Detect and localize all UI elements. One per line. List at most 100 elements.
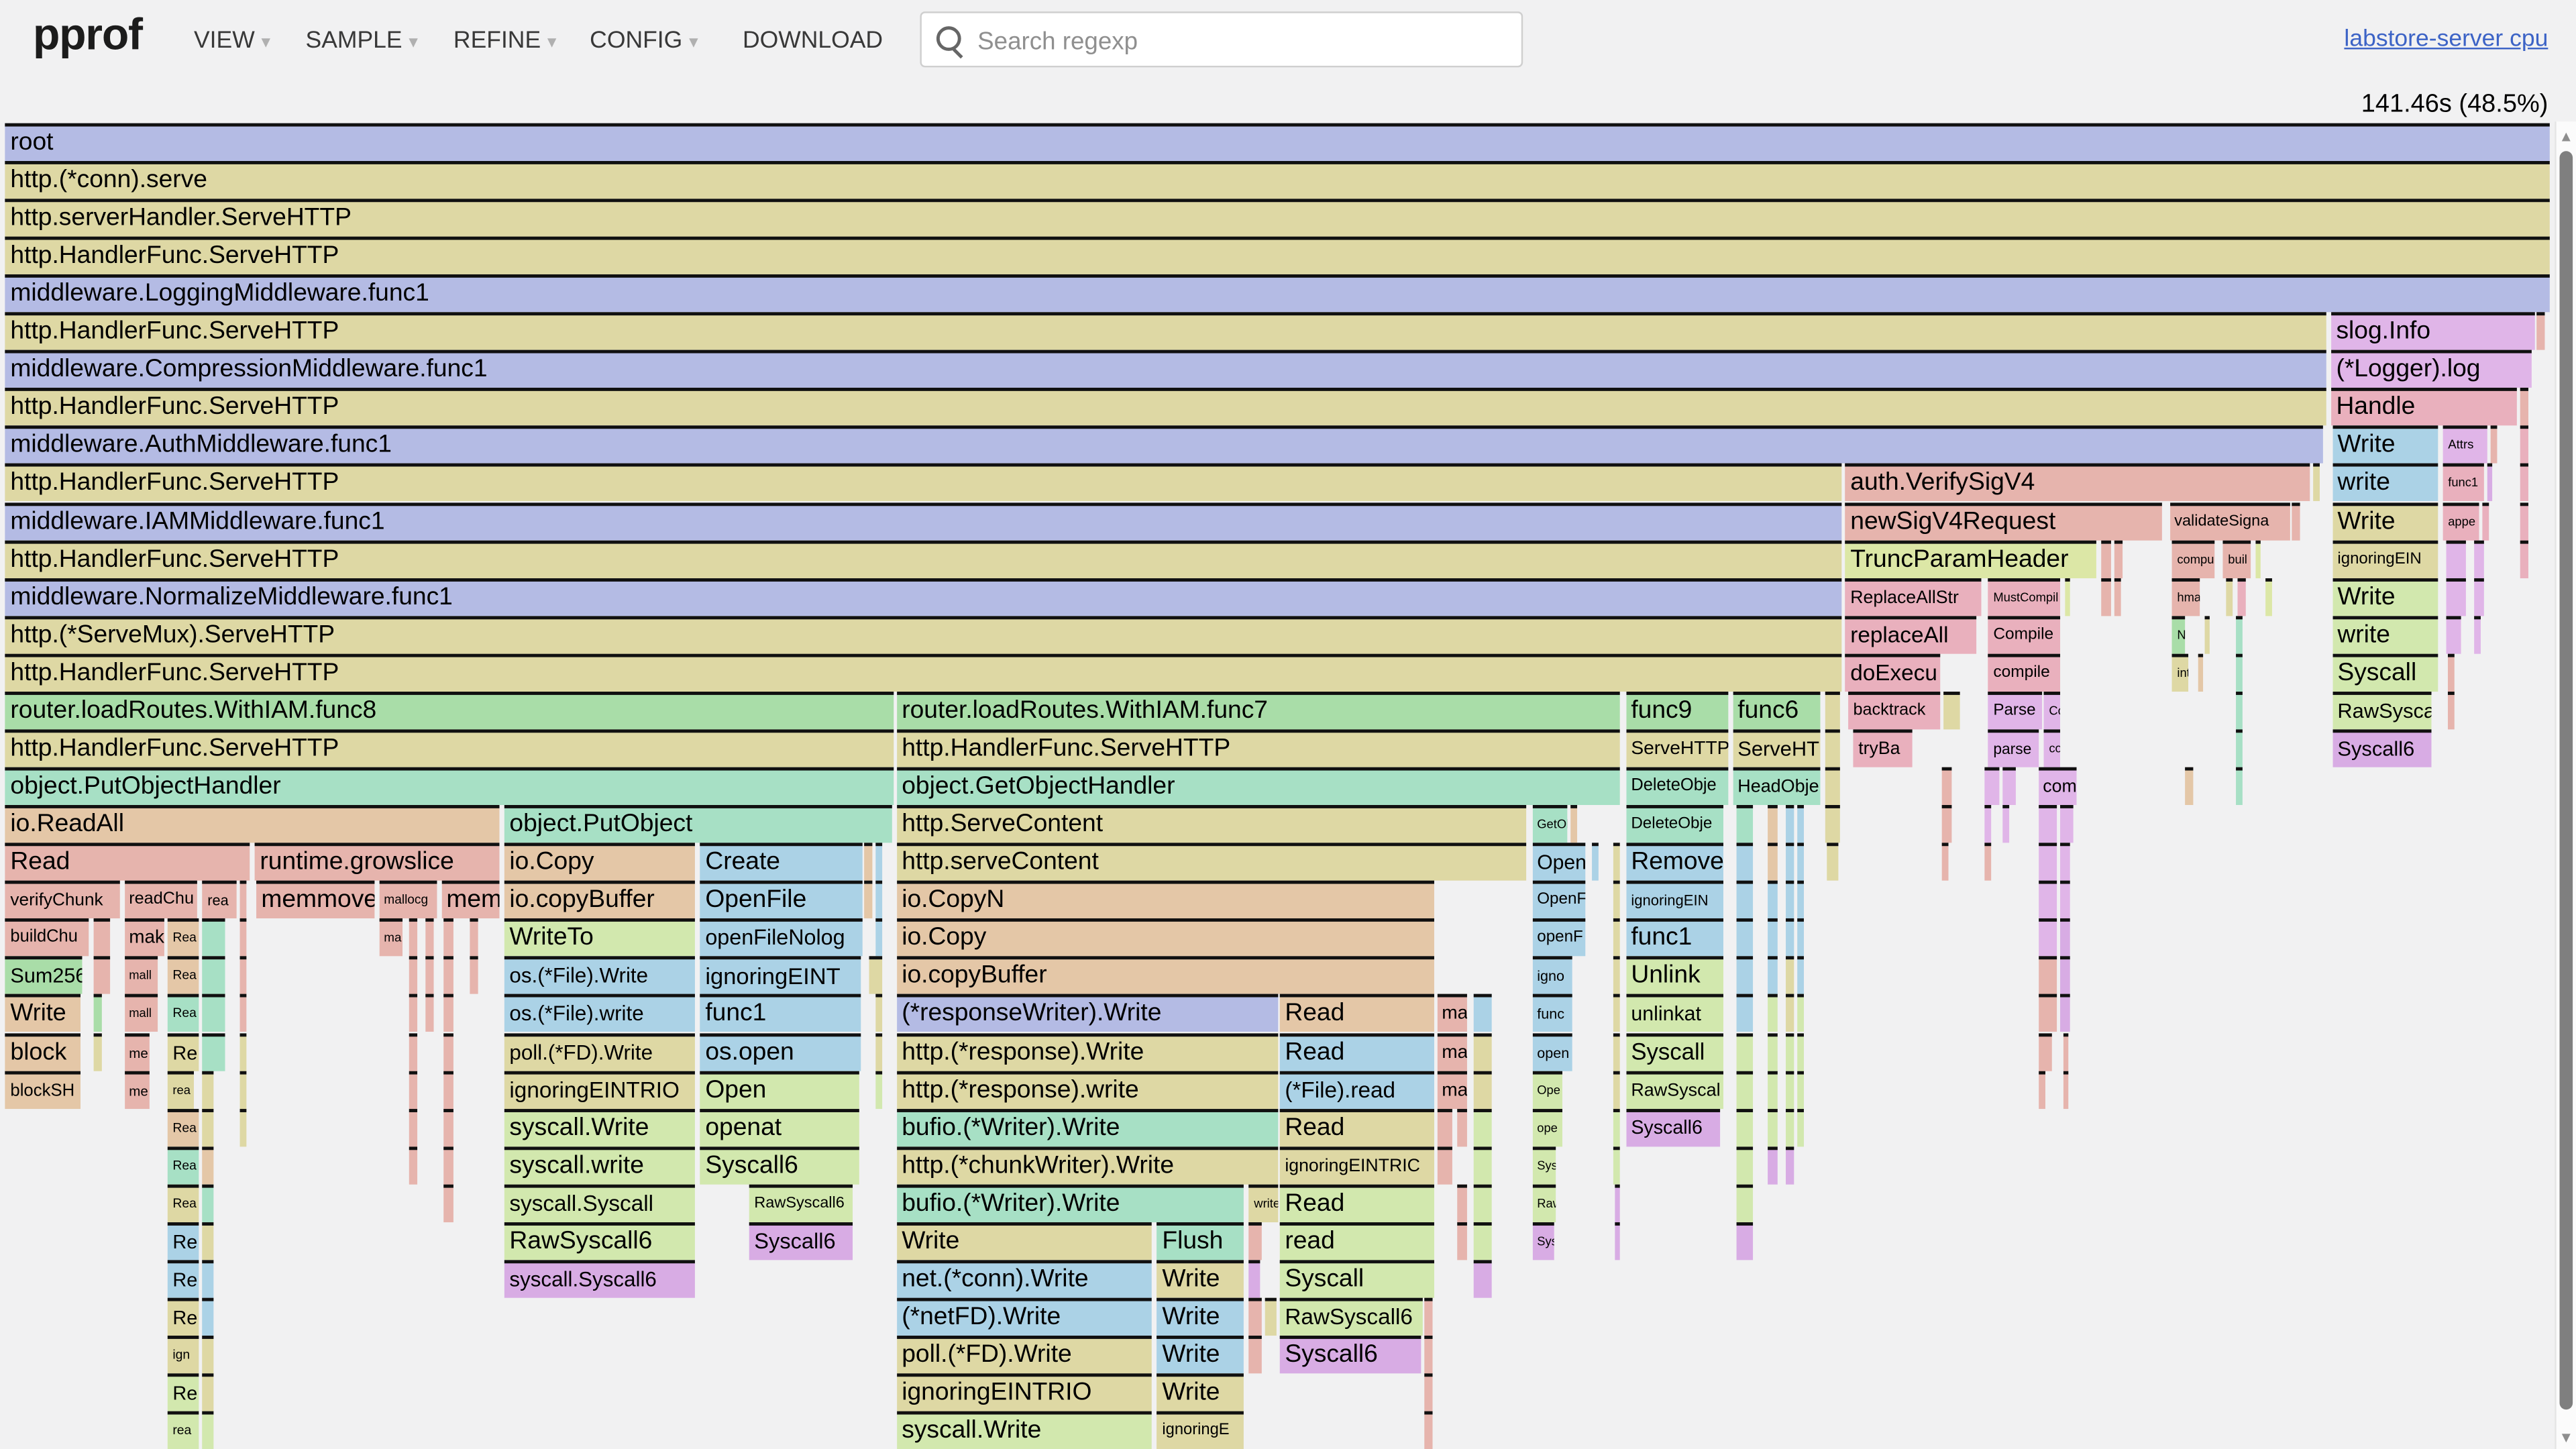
flame-block[interactable]: openFileNolog (700, 918, 862, 957)
flame-block[interactable]: mallocg (378, 881, 437, 919)
flame-block[interactable] (1613, 1146, 1619, 1184)
flame-block[interactable] (443, 918, 453, 957)
flame-block[interactable] (2519, 464, 2528, 502)
flame-block[interactable]: Re (168, 1032, 199, 1071)
flame-block[interactable]: func1 (700, 994, 861, 1032)
flame-block[interactable] (202, 1070, 213, 1108)
flame-block[interactable]: doExecu (1845, 653, 1940, 692)
flame-block[interactable]: verifyChunk (5, 881, 120, 919)
flame-block[interactable]: http.ServeContent (896, 805, 1527, 843)
flame-block[interactable] (202, 1411, 213, 1449)
flame-block[interactable]: tryBa (1853, 729, 1912, 767)
flame-block[interactable] (864, 843, 873, 881)
flame-block[interactable] (1736, 881, 1753, 919)
flame-block[interactable] (2292, 502, 2300, 540)
flame-block[interactable]: io.CopyN (896, 881, 1434, 919)
flame-block[interactable] (202, 1260, 213, 1298)
flame-block[interactable] (1768, 918, 1778, 957)
flame-block[interactable]: http.(*response).Write (896, 1032, 1278, 1071)
flame-block[interactable] (1825, 729, 1841, 767)
flame-block[interactable] (2448, 691, 2455, 730)
flame-block[interactable]: com (2043, 729, 2060, 767)
flame-block[interactable]: Open (700, 1070, 859, 1108)
flame-block[interactable]: object.PutObjectHandler (5, 767, 894, 806)
flame-block[interactable] (1736, 1032, 1753, 1071)
flame-block[interactable]: middleware.AuthMiddleware.func1 (5, 426, 2323, 464)
flame-block[interactable]: http.(*conn).serve (5, 160, 2551, 199)
flame-block[interactable]: ign (168, 1336, 199, 1374)
flame-block[interactable]: com (2037, 767, 2077, 806)
flame-block[interactable]: Read (1279, 1032, 1434, 1071)
flame-block[interactable] (1424, 1373, 1433, 1411)
scroll-down-icon[interactable]: ▼ (2559, 1429, 2574, 1446)
flame-block[interactable] (1736, 994, 1753, 1032)
flame-block[interactable] (202, 1336, 213, 1374)
flame-block[interactable]: http.(*response).write (896, 1070, 1278, 1108)
flame-block[interactable]: New (2172, 615, 2186, 653)
flame-block[interactable]: blockSH (5, 1070, 80, 1108)
flame-block[interactable]: Write (5, 994, 80, 1032)
flame-block[interactable]: GetObj (1532, 805, 1568, 843)
flame-block[interactable]: Write (1157, 1260, 1245, 1298)
flame-block[interactable]: func1 (2443, 464, 2484, 502)
flame-block[interactable]: mem (441, 881, 500, 919)
flame-block[interactable] (2237, 767, 2243, 806)
flame-block[interactable] (1736, 918, 1753, 957)
flame-block[interactable] (1825, 805, 1841, 843)
flame-block[interactable]: router.loadRoutes.WithIAM.func7 (896, 691, 1619, 730)
flame-block[interactable] (876, 1032, 883, 1071)
flame-block[interactable] (239, 1032, 247, 1071)
flame-block[interactable]: ignoringEINTRIC (1279, 1146, 1434, 1184)
flame-block[interactable] (409, 957, 418, 995)
flame-block[interactable]: http.HandlerFunc.ServeHTTP (896, 729, 1619, 767)
flame-block[interactable]: read (1279, 1222, 1434, 1260)
flame-block[interactable]: hmac (2172, 578, 2200, 616)
flame-block[interactable]: Syscall6 (2332, 729, 2432, 767)
flame-block[interactable] (1570, 805, 1578, 843)
flame-block[interactable] (443, 994, 453, 1032)
flame-block[interactable] (2060, 881, 2071, 919)
flame-block[interactable] (443, 1108, 453, 1146)
flame-block[interactable]: ignoringEINT (700, 957, 861, 995)
flame-block[interactable]: buil (2222, 539, 2251, 578)
flame-block[interactable]: http.HandlerFunc.ServeHTTP (5, 653, 1842, 692)
flame-block[interactable] (2060, 843, 2071, 881)
flame-block[interactable] (1768, 957, 1778, 995)
flame-block[interactable]: ope (1532, 1108, 1562, 1146)
flame-block[interactable]: Write (2332, 426, 2438, 464)
flame-block[interactable]: Handle (2331, 388, 2518, 427)
flame-block[interactable]: (*netFD).Write (896, 1297, 1152, 1336)
flame-block[interactable]: backtrack (1848, 691, 1940, 730)
flame-block[interactable]: Re (168, 1297, 199, 1336)
flame-block[interactable]: Write (1157, 1297, 1245, 1336)
flame-block[interactable] (1984, 767, 1999, 806)
flame-block[interactable]: RawSyscall6 (749, 1184, 853, 1222)
flame-block[interactable] (2237, 729, 2243, 767)
flame-block[interactable] (2519, 539, 2528, 578)
flame-block[interactable] (2063, 1070, 2069, 1108)
flame-block[interactable] (409, 1108, 418, 1146)
flame-block[interactable]: block (5, 1032, 80, 1071)
flame-block[interactable] (1797, 918, 1805, 957)
flame-block[interactable]: root (5, 123, 2551, 161)
flame-block[interactable]: rea (168, 1411, 199, 1449)
flame-block[interactable]: (*Logger).log (2331, 350, 2532, 388)
flame-block[interactable]: Ope (1532, 1070, 1562, 1108)
flame-block[interactable] (1436, 1108, 1452, 1146)
flame-block[interactable]: middleware.IAMMiddleware.func1 (5, 502, 1842, 540)
flame-block[interactable] (1472, 1184, 1493, 1222)
flame-block[interactable] (2448, 653, 2455, 692)
flame-block[interactable] (2039, 1032, 2051, 1071)
flame-block[interactable]: syscall.write (504, 1146, 696, 1184)
flame-block[interactable]: mak (123, 918, 164, 957)
flame-block[interactable] (2037, 918, 2057, 957)
search-input[interactable] (974, 15, 1515, 68)
flame-block[interactable] (1768, 1032, 1778, 1071)
flame-block[interactable]: Read (1279, 994, 1434, 1032)
flame-block[interactable] (2114, 539, 2124, 578)
flame-block[interactable] (1472, 1070, 1493, 1108)
flame-block[interactable] (1613, 1032, 1619, 1071)
flame-block[interactable]: Create (700, 843, 862, 881)
flame-block[interactable] (2519, 502, 2528, 540)
flame-block[interactable]: DeleteObje (1625, 767, 1729, 806)
